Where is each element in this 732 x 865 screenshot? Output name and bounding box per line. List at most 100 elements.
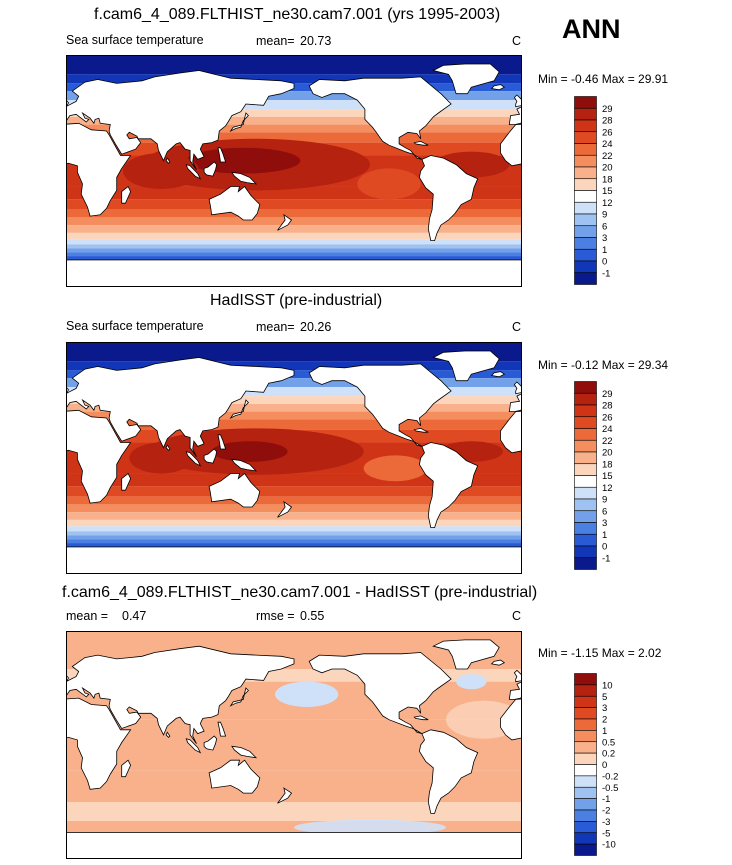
land-sumatra [185,163,202,180]
panel1-minmax: Min = -0.46 Max = 29.91 [538,72,669,86]
colorbar-tick-label: 12 [602,198,613,209]
colorbar-swatch [574,764,597,777]
colorbar-swatch [574,143,597,156]
map-frame [66,631,522,859]
ocean-band [66,232,522,240]
ocean-band [66,74,522,84]
ocean-band [66,217,522,226]
ocean-band [66,802,522,821]
ocean-band [66,387,522,397]
ocean-band [66,419,522,430]
ocean-band [66,486,522,497]
colorbar-swatch [574,730,597,743]
land-north-america [308,652,452,734]
colorbar-swatch [574,752,597,765]
colorbar-swatch [574,475,597,488]
land-antarctica [66,831,522,859]
southern-ocean-cool [294,819,446,835]
land-borneo [203,448,218,464]
colorbar-tick-label: 6 [602,221,607,232]
colorbar-tick-label: 0 [602,542,607,553]
land-sumatra [185,450,202,467]
colorbar-swatch [574,439,597,453]
panel1-unit: C [512,34,522,48]
north-atlantic-cool [456,674,487,690]
land-new-zealand [277,213,293,231]
ocean-band [66,378,522,388]
ocean-band [66,403,522,412]
land-africa [66,409,132,504]
colorbar-swatch [574,392,597,406]
ocean-band [66,411,522,420]
colorbar-tick-label: -3 [602,817,610,828]
ocean-band [66,512,522,520]
colorbar-swatch [574,248,597,262]
colorbar-swatch [574,510,597,523]
land-uk-wrap [513,669,522,683]
panel2-mean-label: mean= [256,320,295,334]
colorbar-swatch [574,522,597,535]
colorbar-swatch [574,451,597,465]
colorbar-tick-label: -5 [602,828,610,839]
land-madagascar [121,472,132,491]
colorbar-swatch [574,131,597,144]
land-iceland [490,659,506,666]
panel2-mean: 20.26 [300,320,332,334]
land-japan [229,399,249,420]
colorbar-swatch [574,786,597,799]
colorbar-tick-label: -1 [602,553,610,564]
panel3-rmse-label: rmse = [256,609,295,623]
ocean-band [66,109,522,117]
land-greenland [432,350,500,382]
colorbar-swatch [574,260,597,274]
panel2-title: HadISST (pre-industrial) [210,292,383,309]
land-south-america [418,155,479,241]
colorbar-swatch [574,673,597,686]
panel1-mean: 20.73 [300,34,332,48]
land-madagascar [121,185,132,204]
colorbar-tick-label: 26 [602,412,613,423]
panel3-map [66,631,522,859]
land-japan [229,687,249,707]
land-uk-wrap [513,381,522,395]
land-africa-wrap [500,698,522,741]
colorbar-tick-label: 15 [602,471,613,482]
ocean-band [66,539,522,544]
land-new-guinea [231,458,258,472]
colorbar-swatch [574,832,597,845]
colorbar-tick-label: -2 [602,806,610,817]
colorbar-tick-label: 18 [602,459,613,470]
panel2-unit: C [512,320,522,334]
colorbar-tick-label: 0 [602,760,607,771]
colorbar-swatch [574,695,597,708]
colorbar-swatch [574,821,597,834]
land-new-zealand [277,500,293,518]
colorbar-tick-label: 12 [602,483,613,494]
panel2-minmax: Min = -0.12 Max = 29.34 [538,358,669,372]
colorbar-swatch [574,775,597,788]
panel3-mean-label: mean = [66,609,109,623]
colorbar-tick-label: -1 [602,268,610,279]
land-sri-lanka [165,157,171,164]
land-cuba [413,140,429,146]
ocean-band [66,526,522,532]
colorbar-swatch [574,154,597,168]
ocean-band [66,100,522,110]
colorbar-tick-label: 9 [602,210,607,221]
land-greenland [432,639,500,670]
colorbar-swatch [574,798,597,811]
land-south-america [418,442,479,528]
ocean-band [66,531,522,536]
ocean-band [66,199,522,210]
colorbar-tick-label: 1 [602,245,607,256]
panel2-variable: Sea surface temperature [66,319,204,333]
land-south-america [418,729,479,814]
ocean-band [66,543,522,549]
colorbar-swatch [574,119,597,133]
colorbar-swatch [574,843,597,856]
colorbar-swatch [574,201,597,215]
land-uk-wrap [513,94,522,108]
ocean-band [66,361,522,371]
land-australia [208,472,261,508]
